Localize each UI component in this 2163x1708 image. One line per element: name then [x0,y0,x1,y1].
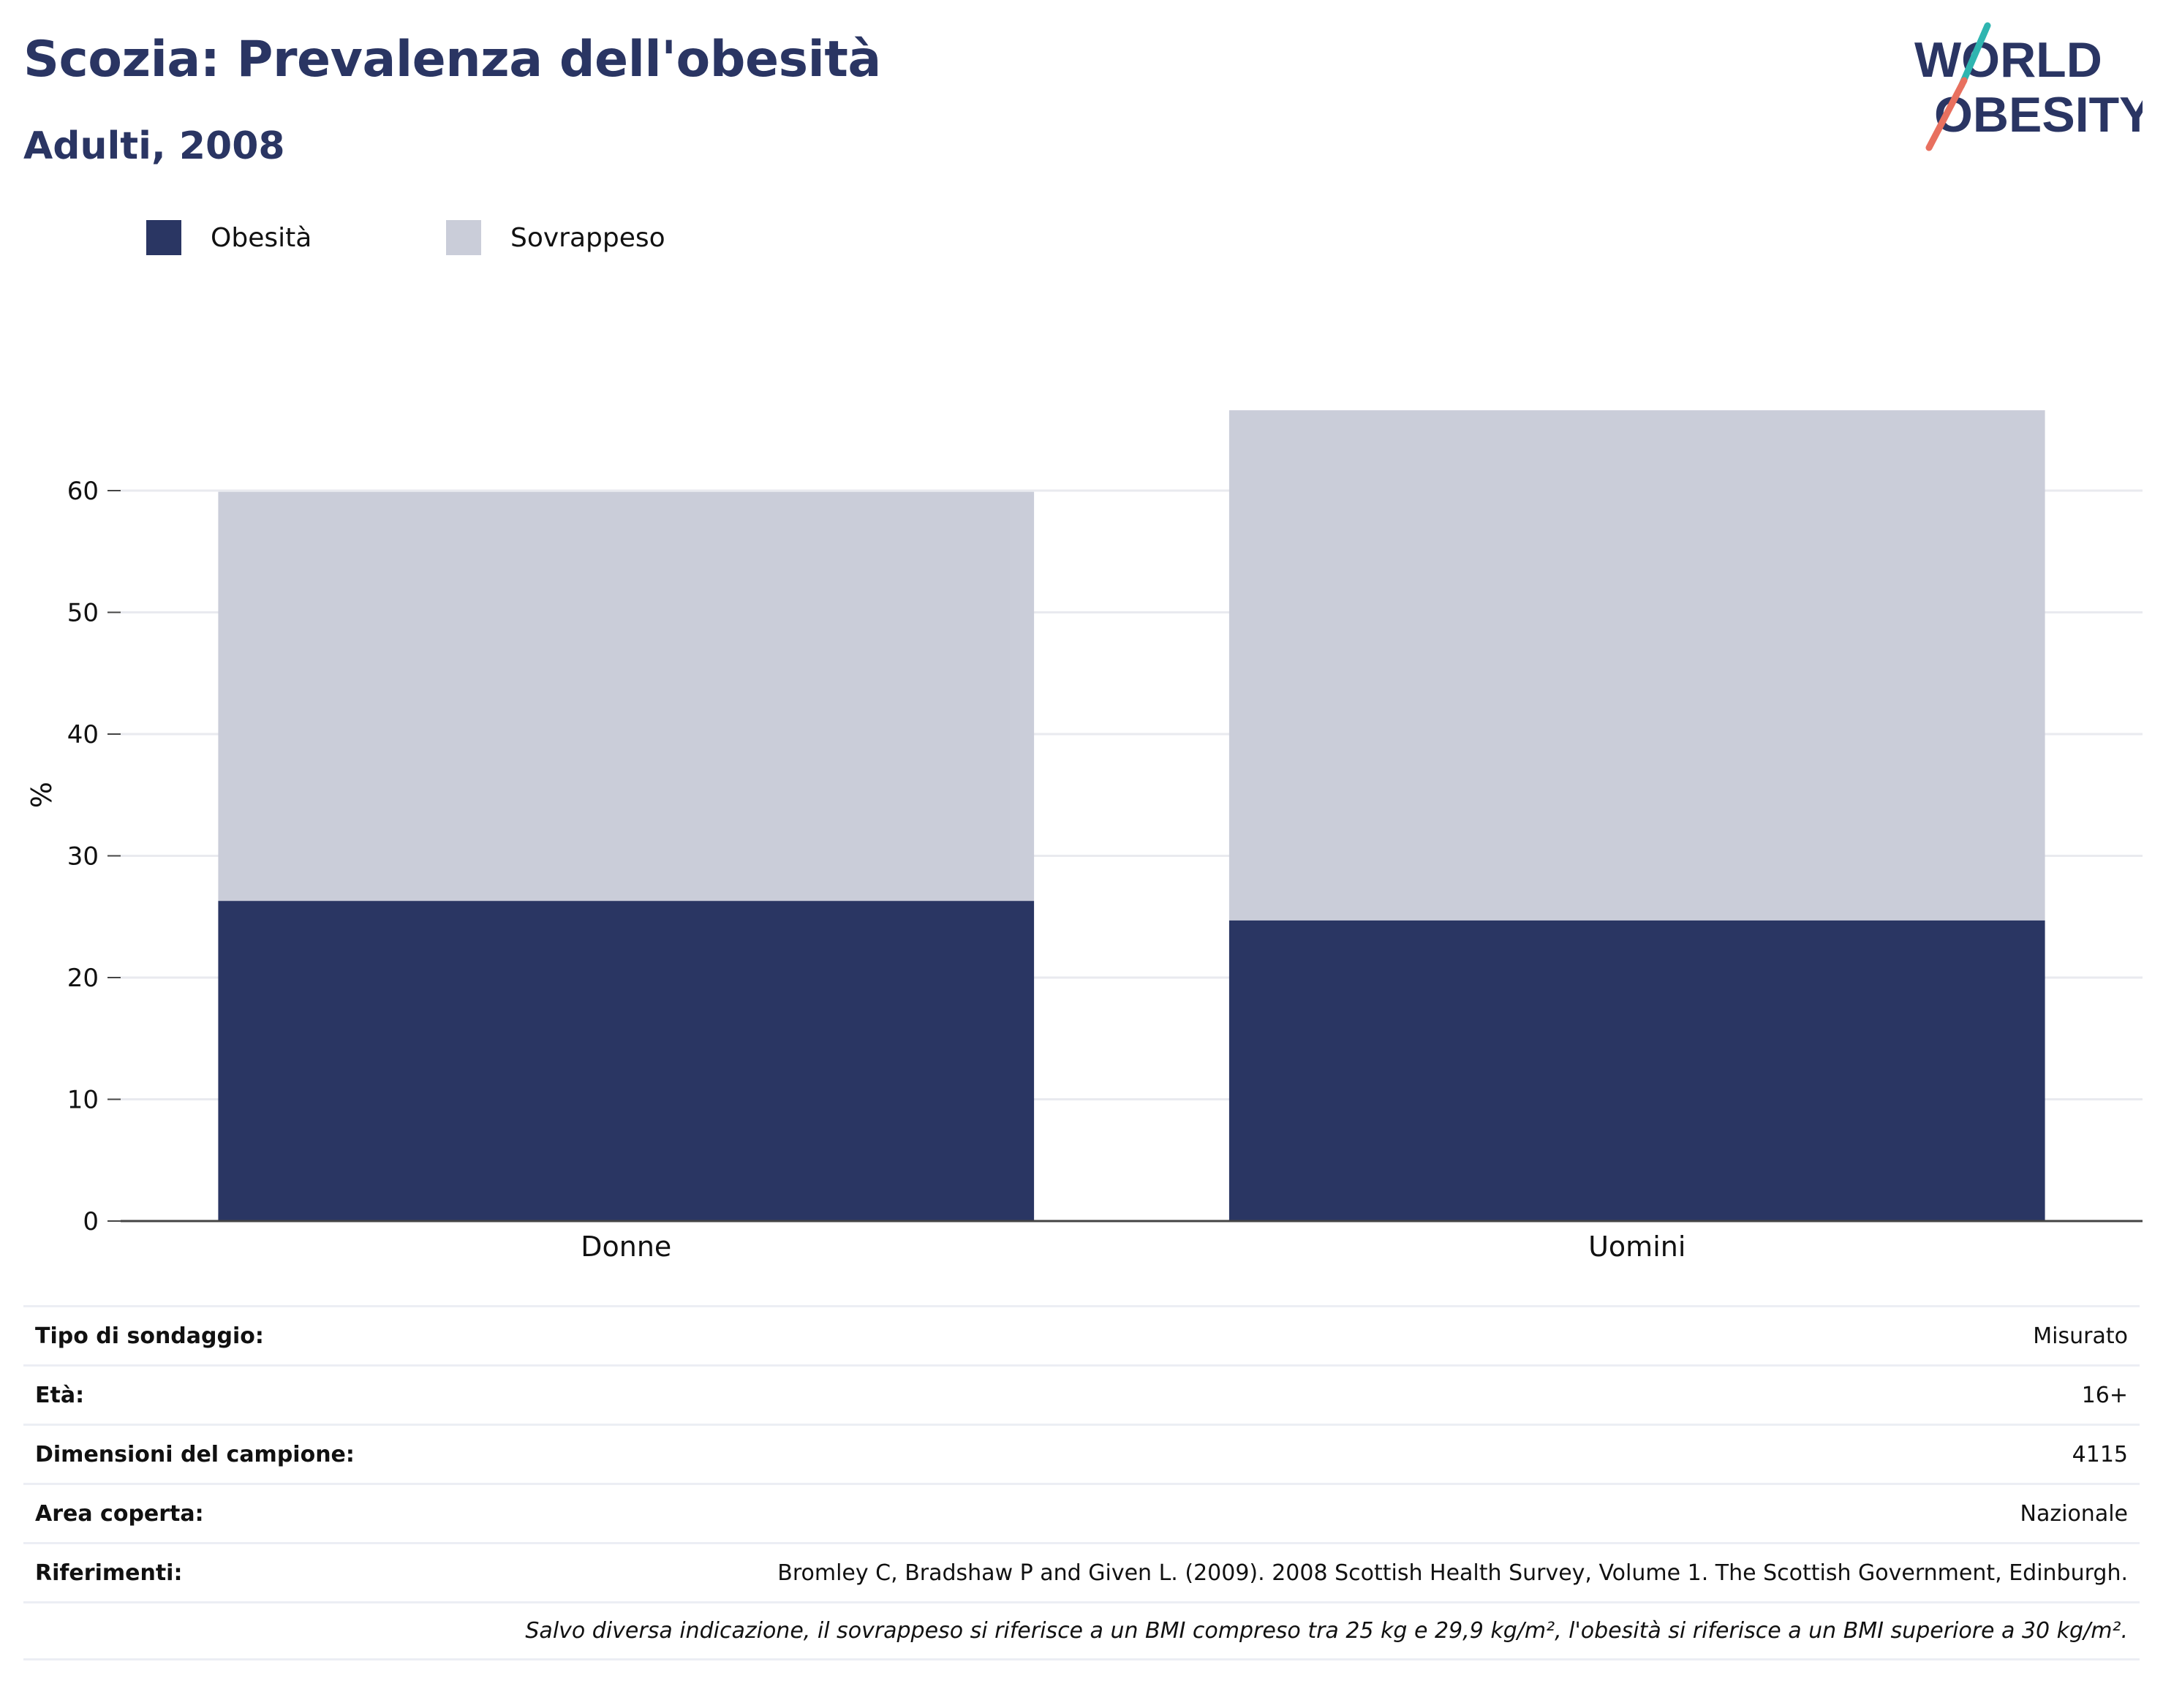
x-tick-label: Uomini [1588,1231,1686,1263]
legend-swatch-sovrappeso [446,220,481,255]
info-value: Nazionale [2020,1500,2128,1527]
info-key: Età: [35,1382,85,1408]
chart-title: Scozia: Prevalenza dell'obesità [23,31,881,88]
legend-item-obesita[interactable]: Obesità [146,216,312,260]
legend-swatch-obesita [146,220,181,255]
info-key: Riferimenti: [35,1560,183,1586]
info-row-sample-size: Dimensioni del campione: 4115 [23,1424,2140,1483]
info-row-age: Età: 16+ [23,1364,2140,1424]
legend-item-sovrappeso[interactable]: Sovrappeso [446,216,665,260]
bar-obesit-uomini [1228,920,2045,1221]
bar-sovrappeso-donne [218,491,1035,902]
legend-label-obesita: Obesità [211,222,312,253]
info-value: Bromley C, Bradshaw P and Given L. (2009… [777,1560,2128,1586]
info-row-references: Riferimenti: Bromley C, Bradshaw P and G… [23,1542,2140,1601]
legend-label-sovrappeso: Sovrappeso [510,222,665,253]
survey-info-table: Tipo di sondaggio: Misurato Età: 16+ Dim… [23,1305,2140,1660]
info-row-survey-type: Tipo di sondaggio: Misurato [23,1305,2140,1364]
info-key: Tipo di sondaggio: [35,1323,264,1349]
y-tick-label: 0 [83,1207,99,1236]
info-key: Dimensioni del campione: [35,1441,355,1467]
chart-subtitle: Adulti, 2008 [23,124,285,168]
stacked-bar-chart: 0 10 20 30 40 50 60% Donne Uomini [26,410,2143,1263]
y-tick-label: 60 [67,477,99,506]
info-value: Misurato [2033,1323,2128,1349]
y-tick-label: 40 [67,720,99,749]
bar-sovrappeso-uomini [1228,410,2045,921]
footnote: Salvo diversa indicazione, il sovrappeso… [525,1618,2128,1644]
world-obesity-logo: WORLD OBESITY [1914,22,2143,151]
bar-obesit-donne [218,901,1035,1221]
logo-line-1: WORLD [1914,32,2102,88]
y-tick-label: 20 [67,964,99,993]
y-tick-label: 10 [67,1086,99,1115]
y-tick-label: 30 [67,842,99,872]
info-row-area: Area coperta: Nazionale [23,1483,2140,1542]
info-value: 4115 [2072,1441,2128,1467]
info-row-footnote: Salvo diversa indicazione, il sovrappeso… [23,1601,2140,1660]
logo-line-2: OBESITY [1934,87,2143,143]
y-tick-label: 50 [67,599,99,628]
info-key: Area coperta: [35,1500,204,1527]
x-tick-label: Donne [581,1231,671,1263]
y-axis-label: % [26,782,58,808]
info-value: 16+ [2081,1382,2128,1408]
